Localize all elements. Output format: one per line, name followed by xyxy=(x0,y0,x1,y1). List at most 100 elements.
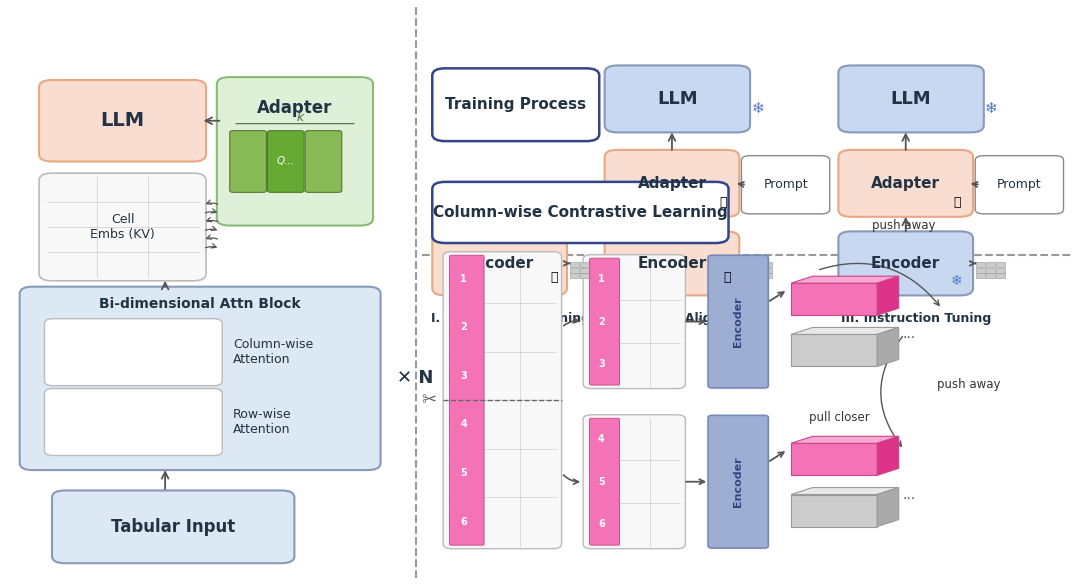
FancyBboxPatch shape xyxy=(708,255,768,388)
FancyBboxPatch shape xyxy=(986,262,996,267)
Polygon shape xyxy=(791,487,899,494)
Text: Prompt: Prompt xyxy=(997,178,1042,191)
FancyBboxPatch shape xyxy=(605,231,740,295)
Polygon shape xyxy=(791,276,899,283)
FancyBboxPatch shape xyxy=(443,252,562,549)
Text: Encoder: Encoder xyxy=(733,296,743,347)
Polygon shape xyxy=(791,328,899,335)
FancyBboxPatch shape xyxy=(838,66,984,132)
FancyBboxPatch shape xyxy=(432,68,599,141)
Polygon shape xyxy=(877,487,899,526)
FancyBboxPatch shape xyxy=(52,490,295,563)
FancyBboxPatch shape xyxy=(583,415,686,549)
FancyBboxPatch shape xyxy=(742,156,829,214)
FancyBboxPatch shape xyxy=(986,273,996,278)
Text: push away: push away xyxy=(937,378,1000,391)
Text: Encoder: Encoder xyxy=(637,256,706,271)
Text: 2: 2 xyxy=(460,322,467,332)
Text: 🔥: 🔥 xyxy=(719,196,727,209)
Text: Q...: Q... xyxy=(276,157,295,167)
Polygon shape xyxy=(791,335,877,366)
Polygon shape xyxy=(791,436,899,443)
FancyBboxPatch shape xyxy=(997,262,1005,267)
Polygon shape xyxy=(791,443,877,476)
Text: 4: 4 xyxy=(598,434,605,444)
FancyBboxPatch shape xyxy=(976,262,985,267)
Text: Encoder: Encoder xyxy=(872,256,941,271)
Text: ...: ... xyxy=(903,487,916,501)
FancyBboxPatch shape xyxy=(44,388,222,456)
FancyBboxPatch shape xyxy=(590,418,620,545)
FancyBboxPatch shape xyxy=(591,262,599,267)
Text: 🔥: 🔥 xyxy=(551,271,558,284)
FancyBboxPatch shape xyxy=(762,262,771,267)
Text: 2: 2 xyxy=(598,316,605,326)
Text: Column-wise
Attention: Column-wise Attention xyxy=(233,338,313,366)
FancyBboxPatch shape xyxy=(432,182,729,243)
FancyBboxPatch shape xyxy=(39,80,206,161)
FancyBboxPatch shape xyxy=(580,273,590,278)
FancyBboxPatch shape xyxy=(570,268,579,273)
Polygon shape xyxy=(791,283,877,315)
FancyBboxPatch shape xyxy=(580,262,590,267)
FancyBboxPatch shape xyxy=(605,66,750,132)
FancyBboxPatch shape xyxy=(19,287,380,470)
Text: push away: push away xyxy=(873,219,936,232)
FancyBboxPatch shape xyxy=(976,268,985,273)
FancyBboxPatch shape xyxy=(975,156,1064,214)
Text: ❄: ❄ xyxy=(985,101,998,116)
FancyBboxPatch shape xyxy=(570,273,579,278)
Text: Row-wise
Attention: Row-wise Attention xyxy=(233,408,292,436)
Text: ❄: ❄ xyxy=(951,274,962,288)
Text: 1: 1 xyxy=(460,274,467,284)
FancyBboxPatch shape xyxy=(217,77,373,226)
Polygon shape xyxy=(791,494,877,526)
Text: 4: 4 xyxy=(460,419,467,429)
Text: 1: 1 xyxy=(598,274,605,284)
FancyBboxPatch shape xyxy=(432,231,567,295)
Text: Prompt: Prompt xyxy=(764,178,808,191)
Text: Bi-dimensional Attn Block: Bi-dimensional Attn Block xyxy=(99,297,301,311)
Polygon shape xyxy=(877,436,899,476)
FancyBboxPatch shape xyxy=(449,255,484,545)
Text: LLM: LLM xyxy=(891,90,931,108)
FancyBboxPatch shape xyxy=(708,415,768,548)
Text: Adapter: Adapter xyxy=(872,176,941,191)
FancyBboxPatch shape xyxy=(838,231,973,295)
FancyBboxPatch shape xyxy=(838,150,973,217)
FancyBboxPatch shape xyxy=(44,319,222,386)
Text: 6: 6 xyxy=(598,519,605,529)
Text: Adapter: Adapter xyxy=(637,176,706,191)
Text: Encoder: Encoder xyxy=(733,456,743,507)
Text: 3: 3 xyxy=(598,359,605,369)
FancyBboxPatch shape xyxy=(580,268,590,273)
Text: Column-wise Contrastive Learning: Column-wise Contrastive Learning xyxy=(433,205,728,220)
Text: ❄: ❄ xyxy=(752,101,764,116)
Text: Training Process: Training Process xyxy=(445,97,586,112)
Text: III. Instruction Tuning: III. Instruction Tuning xyxy=(841,312,991,325)
FancyBboxPatch shape xyxy=(743,273,752,278)
FancyBboxPatch shape xyxy=(762,273,771,278)
Text: 6: 6 xyxy=(460,517,467,526)
Text: Encoder: Encoder xyxy=(465,256,535,271)
Text: LLM: LLM xyxy=(657,90,698,108)
Text: ✂: ✂ xyxy=(421,391,436,409)
FancyBboxPatch shape xyxy=(753,273,761,278)
Text: 5: 5 xyxy=(598,477,605,487)
Text: pull closer: pull closer xyxy=(809,411,869,424)
FancyBboxPatch shape xyxy=(591,273,599,278)
FancyBboxPatch shape xyxy=(986,268,996,273)
FancyBboxPatch shape xyxy=(39,173,206,281)
FancyBboxPatch shape xyxy=(743,262,752,267)
FancyBboxPatch shape xyxy=(230,130,267,192)
FancyBboxPatch shape xyxy=(306,130,341,192)
Text: 3: 3 xyxy=(460,371,467,381)
Polygon shape xyxy=(877,276,899,315)
FancyBboxPatch shape xyxy=(743,268,752,273)
FancyBboxPatch shape xyxy=(591,268,599,273)
FancyBboxPatch shape xyxy=(583,254,686,388)
Text: 5: 5 xyxy=(460,468,467,478)
Text: II. Feature Alignment: II. Feature Alignment xyxy=(608,312,757,325)
Text: k: k xyxy=(297,111,303,125)
Text: LLM: LLM xyxy=(100,111,145,130)
